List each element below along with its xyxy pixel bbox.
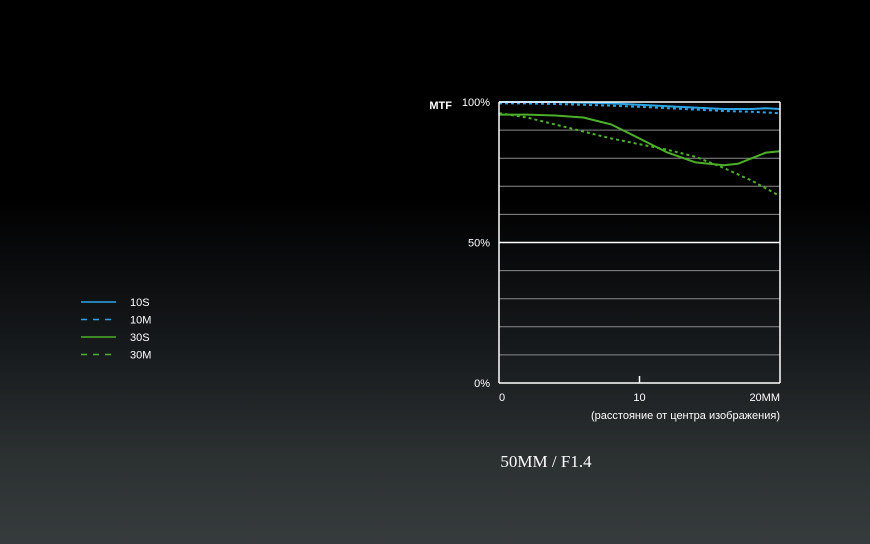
y-tick-label: 0% — [474, 378, 490, 390]
legend-label-10s: 10S — [130, 297, 150, 309]
x-tick-label: 10 — [633, 392, 645, 404]
legend: 10S 10M 30S 30M — [81, 297, 151, 362]
plot-area: 0 10 20MM 100% 50% 0% — [462, 97, 781, 404]
legend-label-30m: 30M — [130, 350, 151, 362]
y-axis-title: MTF — [429, 100, 452, 112]
series-line-30s — [499, 113, 781, 167]
legend-label-30s: 30S — [130, 332, 150, 344]
x-tick-label: 20MM — [749, 392, 780, 404]
series-lines — [498, 101, 781, 197]
chart-caption: 50MM / F1.4 — [500, 452, 592, 471]
x-axis-title: (расстояние от центра изображения) — [591, 410, 780, 422]
series-line-10m — [499, 102, 781, 115]
x-tick-label: 0 — [499, 392, 505, 404]
gridlines — [499, 129, 780, 356]
series-line-30m — [498, 112, 781, 197]
y-tick-label: 100% — [462, 97, 490, 109]
y-tick-label: 50% — [468, 238, 490, 250]
legend-label-10m: 10M — [130, 315, 151, 327]
axis-ticks: 0 10 20MM 100% 50% 0% — [462, 97, 780, 404]
